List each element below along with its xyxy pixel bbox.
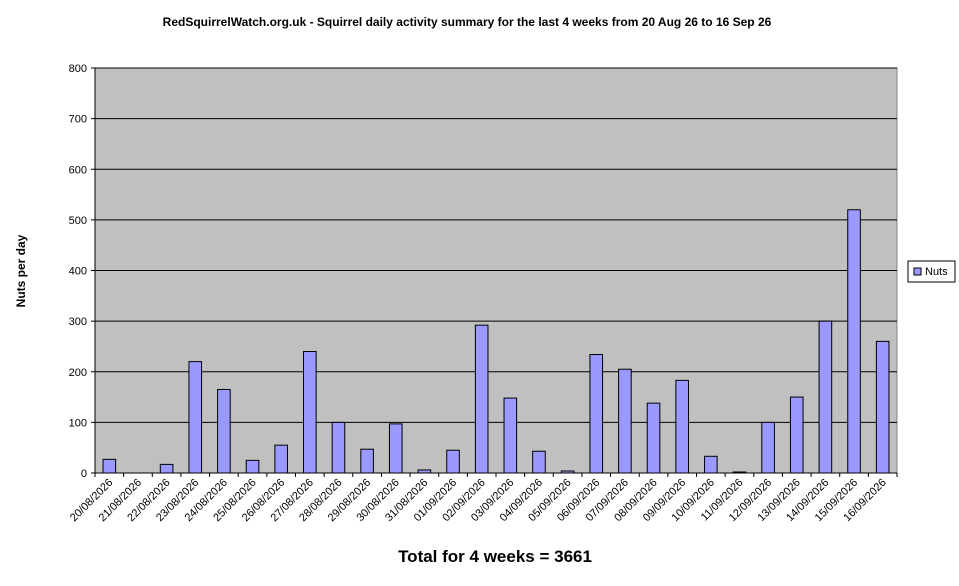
y-tick-label: 800 [69,63,87,75]
legend-label-nuts: Nuts [925,266,948,278]
bar [818,320,833,474]
bar [761,421,775,474]
bar [188,361,203,474]
bar [331,421,346,474]
bar [274,444,288,474]
bar [102,458,117,474]
bar [303,351,317,474]
bar [159,463,174,474]
total-summary: Total for 4 weeks = 3661 [398,547,592,566]
bar [474,324,489,474]
legend-swatch [913,267,922,276]
y-tick-label: 600 [69,164,87,176]
bar [789,396,804,474]
bar [446,449,460,474]
y-tick-label: 400 [69,266,87,278]
legend-box [907,260,956,283]
y-tick-label: 200 [69,367,87,379]
bar [245,459,260,474]
bar [217,388,231,474]
y-tick-label: 300 [69,316,87,328]
bar [388,423,403,474]
y-axis-title: Nuts per day [14,234,28,307]
bar [618,368,632,474]
legend: Nuts [907,260,956,283]
bar [675,379,689,474]
bar [532,450,546,474]
bar [704,455,718,474]
y-tick-label: 100 [69,417,87,429]
bar [503,397,518,474]
bar [847,209,861,474]
bar [875,340,890,474]
y-tick-label: 0 [81,468,87,480]
bar [589,354,604,474]
bar [360,448,374,474]
x-axis: 20/08/202621/08/202622/08/202623/08/2026… [68,472,898,524]
y-tick-label: 700 [69,114,87,126]
bar [646,402,661,474]
y-axis: 0 100 200 300 400 500 600 700 800 [69,63,96,480]
chart-title: RedSquirrelWatch.org.uk - Squirrel daily… [163,15,772,29]
y-tick-label: 500 [69,215,87,227]
